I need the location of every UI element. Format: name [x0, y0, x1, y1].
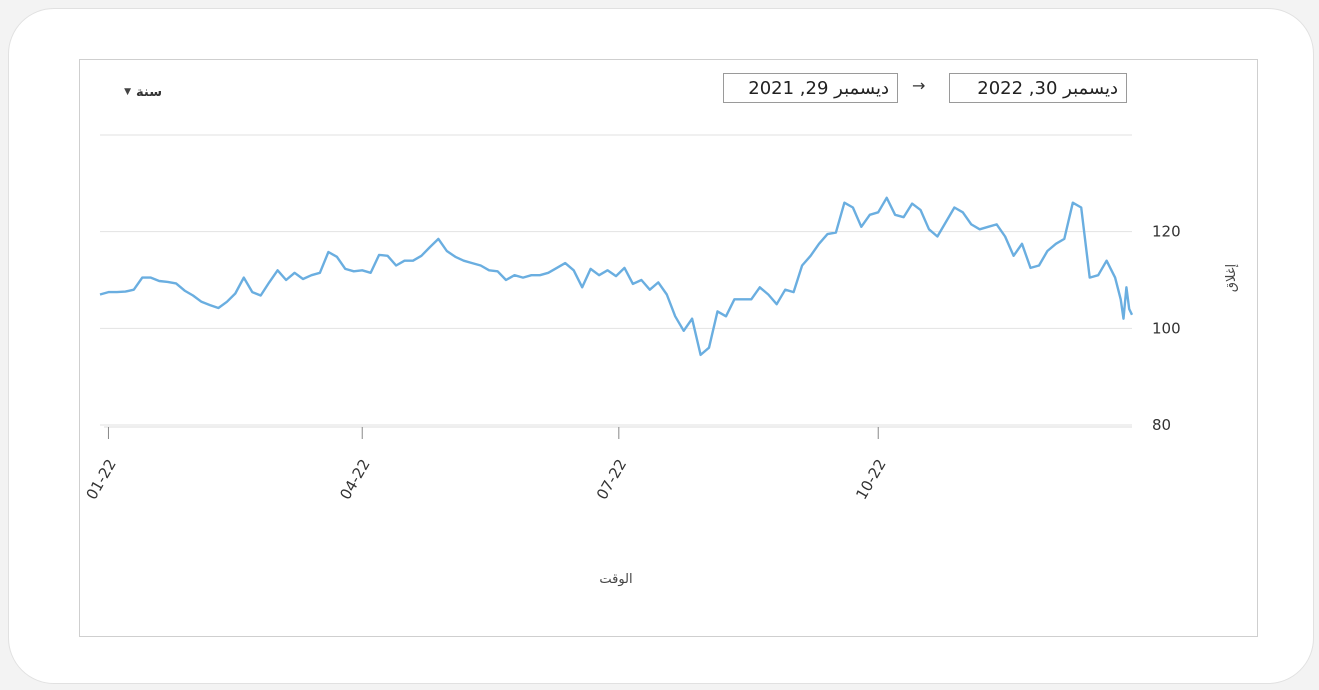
y-tick-label: 100: [1152, 319, 1181, 337]
x-tick-label: 01-22: [83, 456, 120, 503]
date-arrow: →: [912, 76, 926, 95]
chevron-down-icon: ▼: [124, 87, 132, 97]
date-to-field[interactable]: ديسمبر 30, 2022: [949, 73, 1127, 103]
y-tick-label: 80: [1152, 416, 1171, 434]
chart-panel: [79, 59, 1258, 637]
range-label: سنة: [136, 84, 162, 100]
x-axis-title: الوقت: [599, 572, 632, 587]
y-tick-label: 120: [1152, 223, 1181, 241]
x-tick-label: 04-22: [336, 456, 373, 503]
x-tick-label: 07-22: [593, 456, 630, 503]
series-line: [99, 196, 1134, 357]
range-selector[interactable]: سنة ▼: [100, 80, 162, 104]
x-tick-label: 10-22: [852, 456, 889, 503]
y-axis-title: إغلاق: [1224, 264, 1239, 292]
date-from-field[interactable]: ديسمبر 29, 2021: [723, 73, 898, 103]
